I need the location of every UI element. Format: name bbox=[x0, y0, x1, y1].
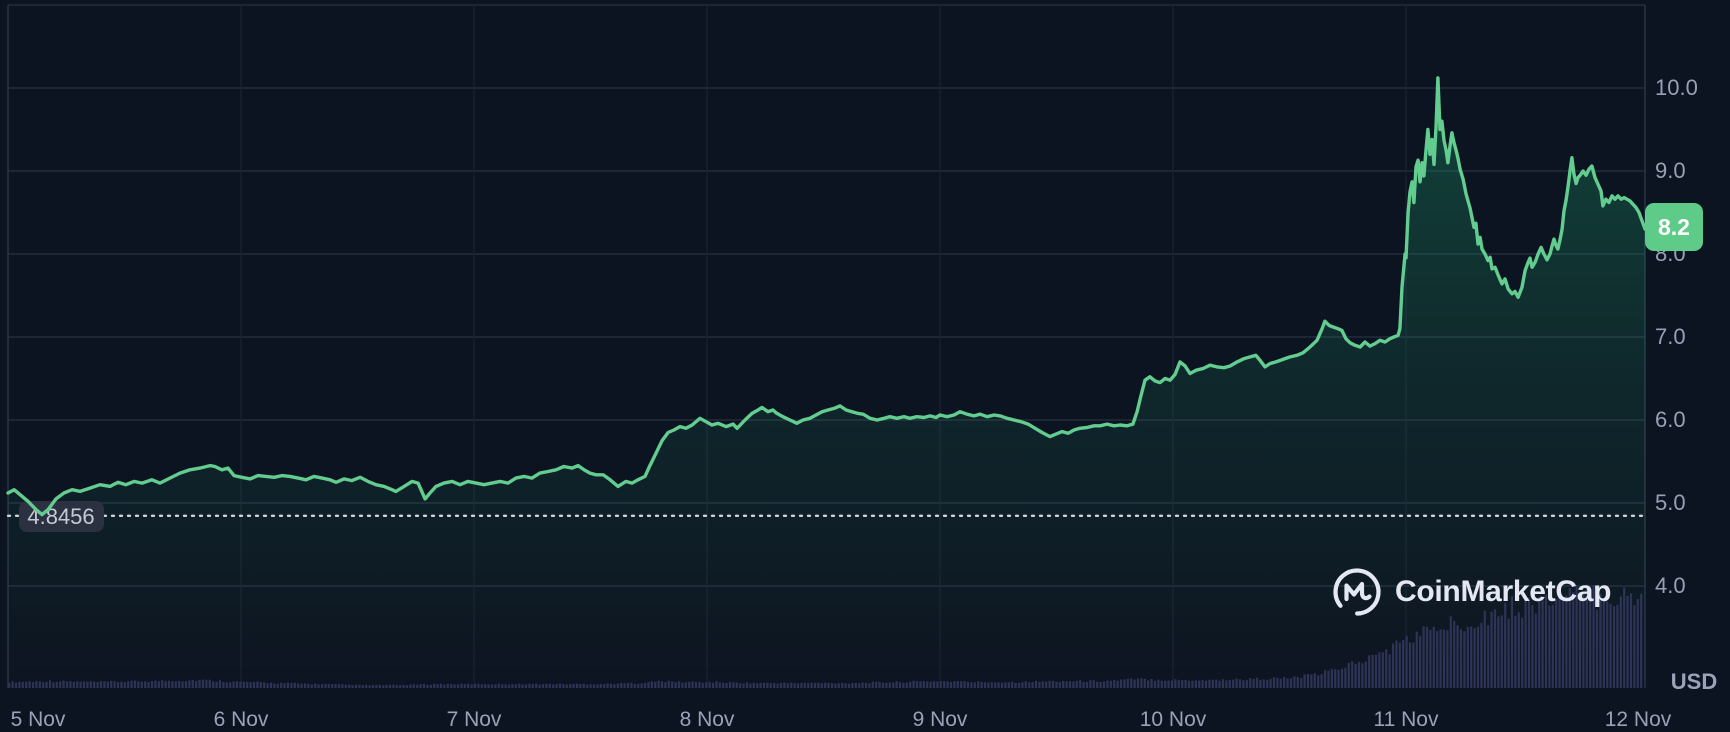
x-axis-label-7nov: 7 Nov bbox=[446, 708, 502, 731]
price-line bbox=[6, 76, 1647, 517]
reference-price-label-box bbox=[19, 501, 104, 532]
x-axis-label-12nov: 12 Nov bbox=[1604, 708, 1672, 731]
price-area bbox=[8, 78, 1646, 688]
y-axis-label-4: 4.0 bbox=[1655, 573, 1686, 598]
y-axis-label-5: 5.0 bbox=[1655, 490, 1686, 515]
x-axis-label-10nov: 10 Nov bbox=[1139, 708, 1207, 731]
y-axis-unit-label: USD bbox=[1670, 669, 1718, 694]
x-axis-label-5nov: 5 Nov bbox=[10, 708, 66, 731]
volume-bars bbox=[8, 584, 1643, 688]
y-axis-label-7: 7.0 bbox=[1655, 324, 1686, 349]
x-axis-label-11nov: 11 Nov bbox=[1373, 708, 1439, 731]
x-axis-label-6nov: 6 Nov bbox=[213, 708, 269, 731]
coinmarketcap-logo-icon bbox=[1333, 568, 1381, 616]
vertical-gridlines bbox=[240, 5, 1407, 688]
reference-price-label-text: 4.8456 bbox=[27, 504, 94, 529]
last-price-badge: 8.2 bbox=[1645, 203, 1703, 251]
y-axis-label-9: 9.0 bbox=[1655, 158, 1686, 183]
x-axis-label-9nov: 9 Nov bbox=[912, 708, 968, 731]
reference-price-label: 4.8456 bbox=[19, 501, 104, 532]
y-axis-label-10: 10.0 bbox=[1655, 75, 1698, 100]
coinmarketcap-logo-text: CoinMarketCap bbox=[1395, 575, 1612, 608]
coinmarketcap-watermark: CoinMarketCap bbox=[1330, 564, 1611, 620]
y-axis-label-6: 6.0 bbox=[1655, 407, 1686, 432]
x-axis-label-8nov: 8 Nov bbox=[679, 708, 735, 731]
